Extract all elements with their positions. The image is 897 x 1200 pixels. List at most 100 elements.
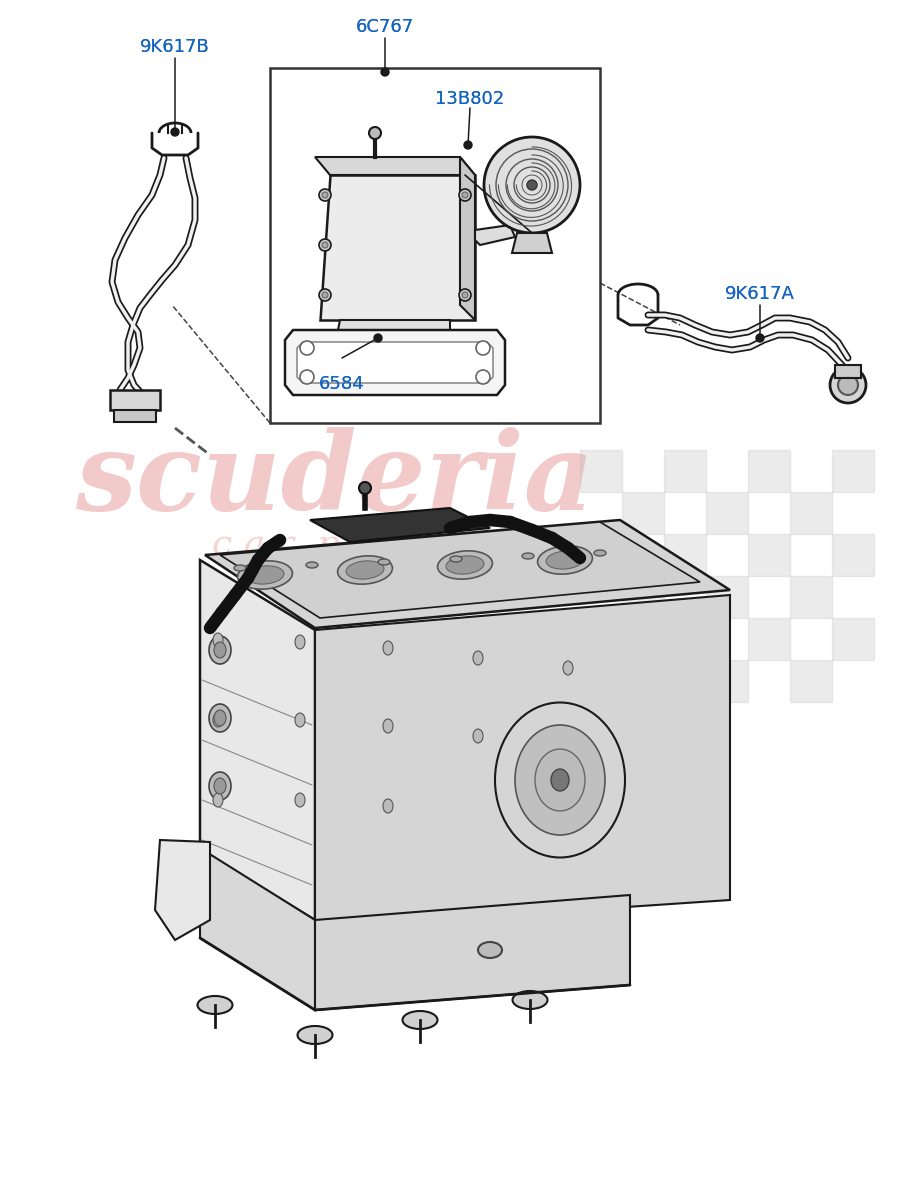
Circle shape [462, 192, 468, 198]
Ellipse shape [537, 546, 592, 574]
Polygon shape [155, 840, 210, 940]
Circle shape [476, 370, 490, 384]
Ellipse shape [546, 551, 584, 569]
Polygon shape [475, 226, 515, 245]
Ellipse shape [213, 713, 223, 727]
Bar [580, 534, 622, 576]
Circle shape [381, 68, 389, 76]
Bar [622, 492, 664, 534]
Polygon shape [315, 157, 475, 175]
Circle shape [300, 341, 314, 355]
Circle shape [459, 188, 471, 200]
Text: 6C767: 6C767 [356, 18, 414, 36]
Circle shape [322, 242, 328, 248]
Circle shape [319, 289, 331, 301]
Bar [706, 576, 748, 618]
Polygon shape [315, 595, 730, 928]
Bar [748, 450, 790, 492]
Polygon shape [297, 342, 493, 383]
Polygon shape [835, 365, 861, 378]
Bar [580, 618, 622, 660]
Bar [790, 492, 832, 534]
Ellipse shape [446, 556, 484, 574]
Ellipse shape [378, 559, 390, 565]
Text: 9K617A: 9K617A [725, 284, 795, 302]
Bar [748, 618, 790, 660]
Bar [832, 618, 874, 660]
Ellipse shape [383, 719, 393, 733]
Ellipse shape [298, 1026, 333, 1044]
Bar [110, 390, 160, 410]
Circle shape [319, 188, 331, 200]
Circle shape [171, 128, 179, 136]
Ellipse shape [214, 778, 226, 794]
Ellipse shape [438, 551, 492, 580]
Circle shape [527, 180, 537, 190]
Text: 6584: 6584 [319, 374, 365, 392]
Circle shape [459, 289, 471, 301]
Circle shape [322, 192, 328, 198]
Ellipse shape [197, 996, 232, 1014]
Text: c a r  p a r t s: c a r p a r t s [212, 528, 458, 562]
Ellipse shape [563, 661, 573, 674]
Bar [270, 68, 600, 422]
Ellipse shape [594, 550, 606, 556]
Polygon shape [220, 522, 700, 618]
Ellipse shape [478, 942, 502, 958]
Bar [664, 534, 706, 576]
Bar [622, 576, 664, 618]
Polygon shape [200, 560, 315, 920]
Text: 6C767: 6C767 [356, 18, 414, 36]
Bar [114, 410, 156, 422]
Ellipse shape [234, 565, 246, 571]
Bar [790, 660, 832, 702]
Ellipse shape [403, 1010, 438, 1028]
Bar [664, 618, 706, 660]
Text: scuderia: scuderia [75, 427, 595, 533]
Bar [706, 660, 748, 702]
Circle shape [369, 127, 381, 139]
Bar [664, 450, 706, 492]
Ellipse shape [473, 650, 483, 665]
Ellipse shape [515, 725, 605, 835]
Bar [748, 534, 790, 576]
Text: 6584: 6584 [319, 374, 365, 392]
Ellipse shape [495, 702, 625, 858]
Bar [622, 660, 664, 702]
Circle shape [476, 341, 490, 355]
Ellipse shape [512, 991, 547, 1009]
Circle shape [359, 482, 371, 494]
Ellipse shape [238, 560, 292, 589]
Circle shape [322, 292, 328, 298]
Polygon shape [285, 330, 505, 395]
Text: 9K617A: 9K617A [725, 284, 795, 302]
Circle shape [756, 334, 764, 342]
Ellipse shape [383, 641, 393, 655]
Text: 13B802: 13B802 [435, 90, 505, 108]
Circle shape [319, 239, 331, 251]
Ellipse shape [295, 713, 305, 727]
Circle shape [464, 140, 472, 149]
Ellipse shape [209, 772, 231, 800]
Circle shape [830, 367, 866, 403]
Ellipse shape [337, 556, 392, 584]
Ellipse shape [551, 769, 569, 791]
Ellipse shape [383, 799, 393, 814]
Bar [706, 492, 748, 534]
Polygon shape [315, 895, 630, 1010]
Ellipse shape [535, 749, 585, 811]
Bar [832, 450, 874, 492]
Text: 13B802: 13B802 [435, 90, 505, 108]
Ellipse shape [246, 566, 284, 584]
Ellipse shape [473, 728, 483, 743]
Ellipse shape [213, 634, 223, 647]
Ellipse shape [295, 793, 305, 806]
Ellipse shape [209, 704, 231, 732]
Ellipse shape [295, 635, 305, 649]
Circle shape [374, 334, 382, 342]
Bar [832, 534, 874, 576]
Polygon shape [335, 320, 455, 360]
Polygon shape [310, 508, 490, 542]
Polygon shape [205, 520, 730, 628]
Ellipse shape [450, 556, 462, 562]
